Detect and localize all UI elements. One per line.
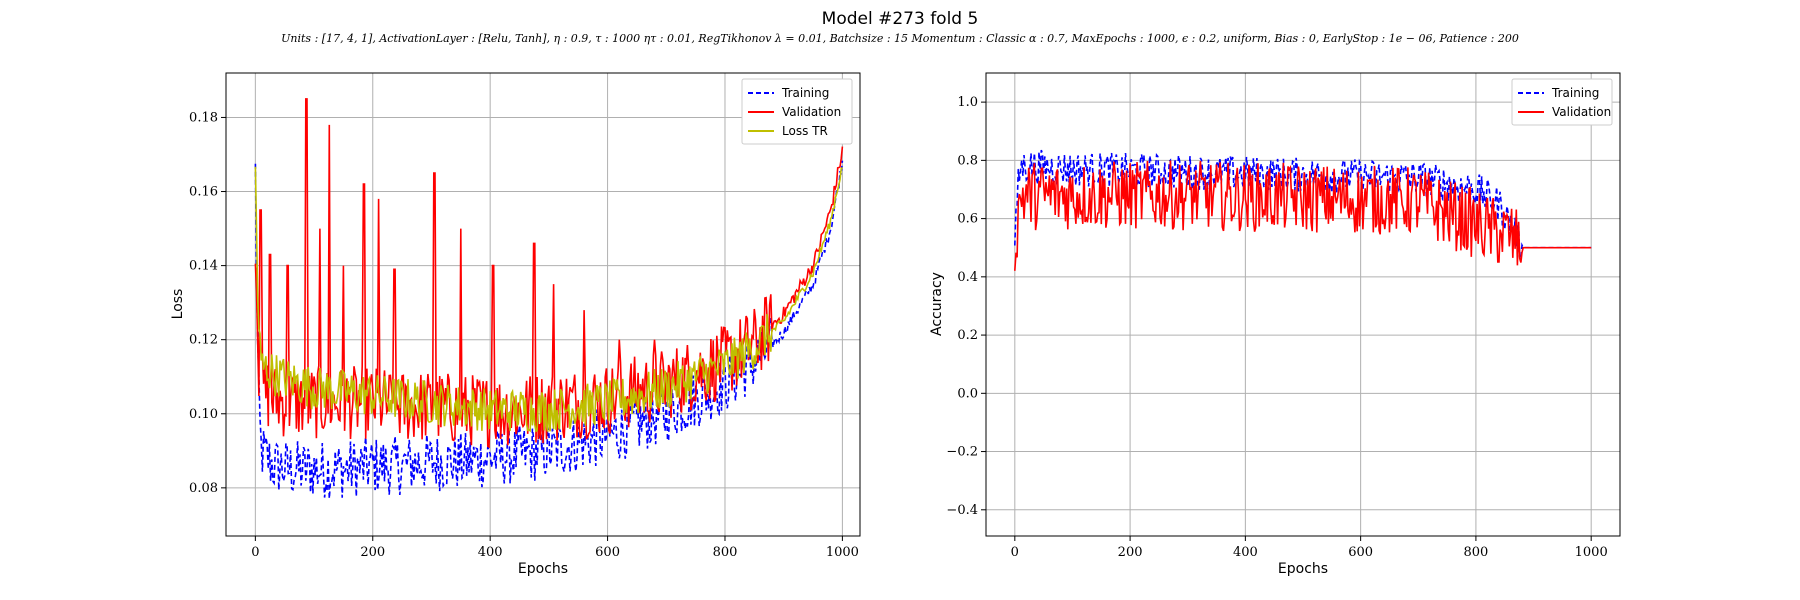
accuracy-grid	[986, 73, 1620, 536]
y-tick-label: −0.4	[946, 503, 978, 518]
y-tick-label: 0.8	[957, 153, 978, 168]
figure-title: Model #273 fold 5	[822, 9, 979, 29]
accuracy-xlabel: Epochs	[1278, 561, 1328, 577]
loss-lines	[254, 98, 844, 499]
y-tick-label: 0.08	[189, 481, 218, 496]
x-tick-label: 200	[1118, 545, 1143, 560]
x-tick-label: 800	[1463, 545, 1488, 560]
legend-label-training: Training	[781, 86, 829, 100]
accuracy-ticks: 0 200 400 600 800 1000 −0.4 −0.2 0.0 0.2 0.4 0.6 0.8…	[946, 95, 1607, 560]
x-tick-label: 400	[1233, 545, 1258, 560]
y-tick-label: 0.2	[957, 328, 978, 343]
y-tick-label: 1.0	[957, 95, 978, 110]
x-tick-label: 600	[595, 545, 620, 560]
series-line-validation	[254, 98, 844, 449]
series-line-loss-tr	[254, 166, 843, 433]
y-tick-label: 0.4	[957, 270, 978, 285]
y-tick-label: 0.6	[957, 212, 978, 227]
y-tick-label: 0.18	[189, 110, 218, 125]
series-line-training	[1014, 149, 1592, 261]
loss-xlabel: Epochs	[518, 561, 568, 577]
loss-chart: 0 200 400 600 800 1000 0.08 0.10 0.12 0.14 0.16 0.1…	[170, 72, 861, 577]
accuracy-plot-frame	[985, 72, 1621, 537]
accuracy-legend: Training Validation	[1511, 78, 1613, 126]
x-tick-label: 800	[713, 545, 738, 560]
legend-label-validation: Validation	[1552, 105, 1611, 119]
legend-label-training: Training	[1551, 86, 1599, 100]
accuracy-ylabel: Accuracy	[929, 272, 945, 336]
x-tick-label: 400	[478, 545, 503, 560]
loss-ticks: 0 200 400 600 800 1000 0.08 0.10 0.12 0.14 0.16 0.1…	[189, 110, 859, 560]
y-tick-label: 0.14	[189, 259, 218, 274]
y-tick-label: −0.2	[946, 445, 978, 460]
figure-subtitle: Units : [17, 4, 1], ActivationLayer : [R…	[281, 32, 1519, 45]
series-line-training	[254, 160, 844, 499]
accuracy-chart: 0 200 400 600 800 1000 −0.4 −0.2 0.0 0.2 0.4 0.6 0.8…	[929, 72, 1621, 577]
y-tick-label: 0.10	[189, 407, 218, 422]
legend-box	[741, 78, 853, 145]
legend-label-loss-tr: Loss TR	[782, 124, 828, 138]
y-tick-label: 0.16	[189, 185, 218, 200]
y-tick-label: 0.12	[189, 333, 218, 348]
x-tick-label: 1000	[1575, 545, 1608, 560]
legend-box	[1511, 78, 1613, 126]
series-line-validation	[1014, 160, 1592, 271]
accuracy-lines	[1014, 149, 1592, 271]
x-tick-label: 1000	[826, 545, 859, 560]
y-tick-label: 0.0	[957, 386, 978, 401]
legend-label-validation: Validation	[782, 105, 841, 119]
x-tick-label: 600	[1348, 545, 1373, 560]
x-tick-label: 0	[251, 545, 259, 560]
x-tick-label: 200	[360, 545, 385, 560]
x-tick-label: 0	[1011, 545, 1019, 560]
loss-plot-frame	[225, 72, 861, 537]
loss-ylabel: Loss	[170, 289, 186, 320]
loss-legend: Training Validation Loss TR	[741, 78, 853, 145]
